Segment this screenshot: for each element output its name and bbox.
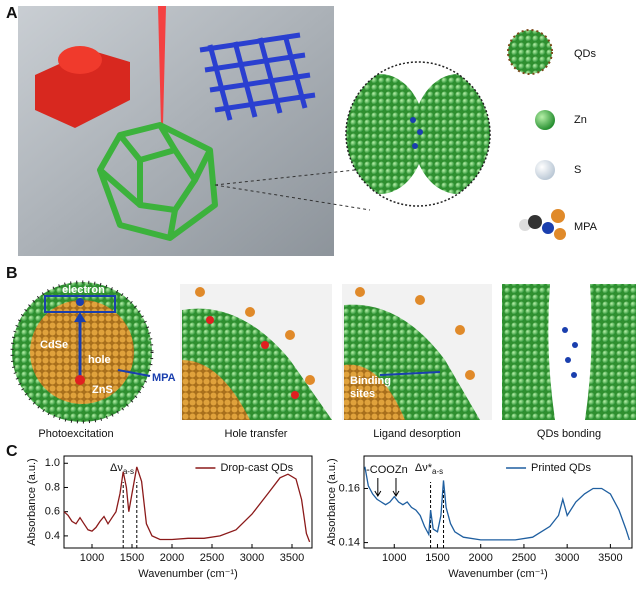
- red-dome: [58, 46, 102, 74]
- annotation-sub: a-s: [123, 467, 134, 476]
- y-tick-label: 0.14: [339, 536, 360, 548]
- annotation: Δνa-s: [110, 462, 134, 476]
- x-tick-label: 3000: [555, 552, 579, 564]
- x-tick-label: 1000: [80, 552, 104, 564]
- series-line: [63, 466, 311, 543]
- y-tick-label: 0.6: [45, 506, 60, 518]
- group-label: -COOZn: [366, 464, 408, 476]
- x-axis-label: Wavenumber (cm⁻¹): [448, 568, 548, 580]
- label: electron: [62, 284, 105, 296]
- laser-beam: [158, 6, 166, 125]
- legend-icons: [507, 29, 566, 240]
- x-tick-label: 3000: [240, 552, 264, 564]
- y-tick-label: 0.4: [45, 530, 60, 542]
- legend-label: Drop-cast QDs: [220, 462, 293, 474]
- panel-label: C: [6, 443, 18, 460]
- annotation-text: Δν: [110, 462, 123, 474]
- x-tick-label: 2500: [512, 552, 536, 564]
- y-tick-label: 1.0: [45, 457, 60, 469]
- blue-lattice: [199, 32, 316, 121]
- zoom-view: [346, 62, 490, 206]
- arrow: [392, 478, 400, 497]
- label: sites: [350, 388, 375, 400]
- qd-bonding-render: [502, 284, 636, 420]
- x-tick-label: 2000: [160, 552, 184, 564]
- annotation-sub: a-s: [432, 467, 443, 476]
- x-tick-label: 3500: [280, 552, 304, 564]
- caption: Ligand desorption: [373, 428, 460, 440]
- series-line: [364, 466, 631, 541]
- panel-label: A: [6, 5, 18, 22]
- label: MPA: [152, 372, 176, 384]
- plot-frame: [63, 455, 313, 549]
- arrow: [374, 478, 382, 497]
- panel-label: B: [6, 265, 18, 282]
- x-tick-label: 1500: [425, 552, 449, 564]
- annotation-text: Δν*: [415, 462, 433, 474]
- annotation: Δν*a-s: [415, 462, 443, 476]
- qd-diagram: [10, 280, 154, 424]
- legend-label: MPA: [574, 221, 598, 233]
- y-axis-label: Absorbance (a.u.): [26, 458, 38, 545]
- y-tick-label: 0.8: [45, 481, 60, 493]
- ligand-desorption-render: [342, 284, 492, 420]
- x-tick-label: 1000: [382, 552, 406, 564]
- x-axis-label: Wavenumber (cm⁻¹): [138, 568, 238, 580]
- label: hole: [88, 354, 111, 366]
- red-structure: [35, 50, 130, 128]
- caption: QDs bonding: [537, 428, 601, 440]
- y-tick-label: 0.16: [339, 482, 360, 494]
- caption: Hole transfer: [225, 428, 288, 440]
- label: CdSe: [40, 339, 68, 351]
- x-tick-label: 2500: [200, 552, 224, 564]
- hole-transfer-render: [180, 284, 332, 420]
- plot-frame: [363, 455, 633, 549]
- label: Binding: [350, 375, 391, 387]
- legend-label: QDs: [574, 48, 597, 60]
- label: ZnS: [92, 384, 113, 396]
- green-dodecahedron: [97, 122, 218, 241]
- zoom-line: [214, 184, 371, 211]
- legend-label: Printed QDs: [531, 462, 591, 474]
- y-axis-label: Absorbance (a.u.): [326, 458, 338, 545]
- x-tick-label: 1500: [120, 552, 144, 564]
- legend-label: Zn: [574, 114, 587, 126]
- x-tick-label: 3500: [598, 552, 622, 564]
- caption: Photoexcitation: [38, 428, 113, 440]
- x-tick-label: 2000: [468, 552, 492, 564]
- legend-label: S: [574, 164, 581, 176]
- zoom-circle: [345, 61, 491, 207]
